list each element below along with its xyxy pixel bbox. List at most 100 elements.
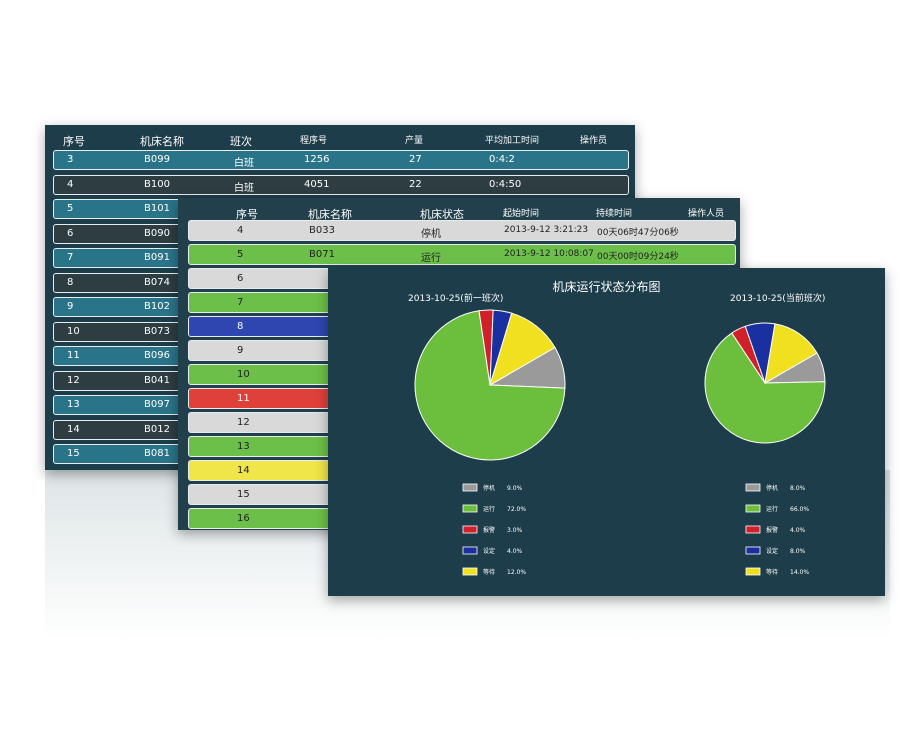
legend-value: 4.0% xyxy=(790,527,806,534)
table-cell: 15 xyxy=(237,489,250,500)
column-header: 班次 xyxy=(230,135,252,148)
legend-label: 报警 xyxy=(766,526,778,534)
column-header: 程序号 xyxy=(300,136,328,146)
legend-swatch xyxy=(745,546,761,555)
table-cell: 00天00时09分24秒 xyxy=(597,252,679,262)
table-cell: 4051 xyxy=(304,178,330,190)
chart-panel-title: 机床运行状态分布图 xyxy=(552,280,661,294)
legend-swatch xyxy=(745,483,761,492)
table-cell: 3 xyxy=(67,154,74,165)
legend-value: 66.0% xyxy=(790,506,809,513)
pie-title: 2013-10-25(当前班次) xyxy=(730,292,825,304)
table-cell: 2013-9-12 3:21:23 xyxy=(504,225,589,235)
table-cell: 9 xyxy=(67,301,74,312)
legend-label: 报警 xyxy=(483,526,495,534)
table-cell: 0:4:50 xyxy=(489,178,522,190)
table-cell: 7 xyxy=(67,252,74,263)
column-header: 机床名称 xyxy=(140,135,184,148)
table-cell: 12 xyxy=(67,374,80,386)
table-cell: 11 xyxy=(67,350,80,361)
table-cell: 白班 xyxy=(234,182,254,194)
table-cell: 2013-9-12 10:08:07 xyxy=(504,249,594,259)
legend-swatch xyxy=(745,525,761,534)
table-cell: B041 xyxy=(144,374,170,386)
legend-swatch xyxy=(462,525,478,534)
table-cell: 6 xyxy=(67,227,74,239)
table-cell: B091 xyxy=(144,252,170,263)
column-header: 机床状态 xyxy=(420,208,464,221)
table-cell: 9 xyxy=(237,345,244,356)
pie-title: 2013-10-25(前一班次) xyxy=(408,292,503,304)
table-row: 4 B100 白班 4051 22 0:4:50 xyxy=(53,174,629,195)
table-cell: 16 xyxy=(237,513,250,524)
table-cell: 14 xyxy=(237,465,250,476)
column-header: 操作人员 xyxy=(688,209,725,219)
table-cell: B100 xyxy=(144,178,170,190)
table-cell: B033 xyxy=(309,225,335,236)
table-cell: B090 xyxy=(144,227,170,239)
table-cell: 8 xyxy=(67,276,74,288)
legend-swatch xyxy=(745,567,761,576)
column-header: 起始时间 xyxy=(503,209,540,219)
column-header: 机床名称 xyxy=(308,208,352,221)
column-header: 平均加工时间 xyxy=(485,136,540,146)
column-header: 序号 xyxy=(63,135,85,148)
legend-label: 停机 xyxy=(483,484,495,492)
table-cell: 6 xyxy=(237,273,244,284)
table-cell: 5 xyxy=(67,203,74,214)
table-cell: 22 xyxy=(409,178,422,190)
table-cell: 13 xyxy=(67,399,80,410)
table-cell: B101 xyxy=(144,203,170,214)
legend-swatch xyxy=(462,546,478,555)
legend-value: 8.0% xyxy=(790,485,806,492)
chart-panel: 机床运行状态分布图 2013-10-25(前一班次) 停机 9.0% 运行 72.0% 报… xyxy=(328,268,885,596)
legend-label: 等待 xyxy=(766,568,778,576)
table-cell: 4 xyxy=(67,178,74,190)
table-cell: 5 xyxy=(237,249,244,260)
legend-value: 12.0% xyxy=(507,569,526,576)
column-header: 产量 xyxy=(405,136,424,146)
legend-value: 9.0% xyxy=(507,485,523,492)
table-cell: B097 xyxy=(144,399,170,410)
table-cell: 8 xyxy=(237,321,244,332)
status-row: 4 B033 停机 2013-9-12 3:21:23 00天06时47分06秒 xyxy=(188,220,736,241)
legend-swatch xyxy=(462,504,478,513)
legend-value: 72.0% xyxy=(507,506,526,513)
table-cell: B096 xyxy=(144,350,170,361)
status-row: 5 B071 运行 2013-9-12 10:08:07 00天00时09分24秒 xyxy=(188,244,736,265)
table-cell: 0:4:2 xyxy=(489,154,515,165)
pie-slice xyxy=(489,312,556,387)
column-header: 持续时间 xyxy=(596,209,633,219)
table-cell: 1256 xyxy=(304,154,330,165)
pie-charts: 2013-10-25(前一班次) 停机 9.0% 运行 72.0% 报警 3.0% 设定 4.0… xyxy=(408,292,826,576)
table-cell: 停机 xyxy=(421,229,441,240)
legend-value: 3.0% xyxy=(507,527,523,534)
legend-label: 等待 xyxy=(483,568,495,576)
table-cell: B074 xyxy=(144,276,170,288)
table-cell: B012 xyxy=(144,423,170,435)
table-cell: 27 xyxy=(409,154,422,165)
table-cell: 11 xyxy=(237,393,250,404)
table-cell: 00天06时47分06秒 xyxy=(597,228,679,238)
legend-label: 设定 xyxy=(766,547,778,555)
table-cell: 4 xyxy=(237,225,244,236)
pie-slice xyxy=(764,323,818,384)
table-cell: 13 xyxy=(237,441,250,452)
legend-swatch xyxy=(462,483,478,492)
legend-swatch xyxy=(745,504,761,513)
table-row: 3 B099 白班 1256 27 0:4:2 xyxy=(53,150,629,170)
table-cell: B073 xyxy=(144,325,170,337)
table-cell: 7 xyxy=(237,297,244,308)
legend-swatch xyxy=(462,567,478,576)
legend-label: 运行 xyxy=(766,505,778,513)
legend-label: 设定 xyxy=(483,547,495,555)
table-cell: 10 xyxy=(237,369,250,380)
pie-slice xyxy=(704,332,826,444)
legend-value: 4.0% xyxy=(507,548,523,555)
table-cell: 白班 xyxy=(234,158,254,169)
table-cell: B081 xyxy=(144,448,170,459)
column-header: 操作员 xyxy=(580,136,608,146)
table-cell: B071 xyxy=(309,249,335,260)
table-cell: 15 xyxy=(67,448,80,459)
